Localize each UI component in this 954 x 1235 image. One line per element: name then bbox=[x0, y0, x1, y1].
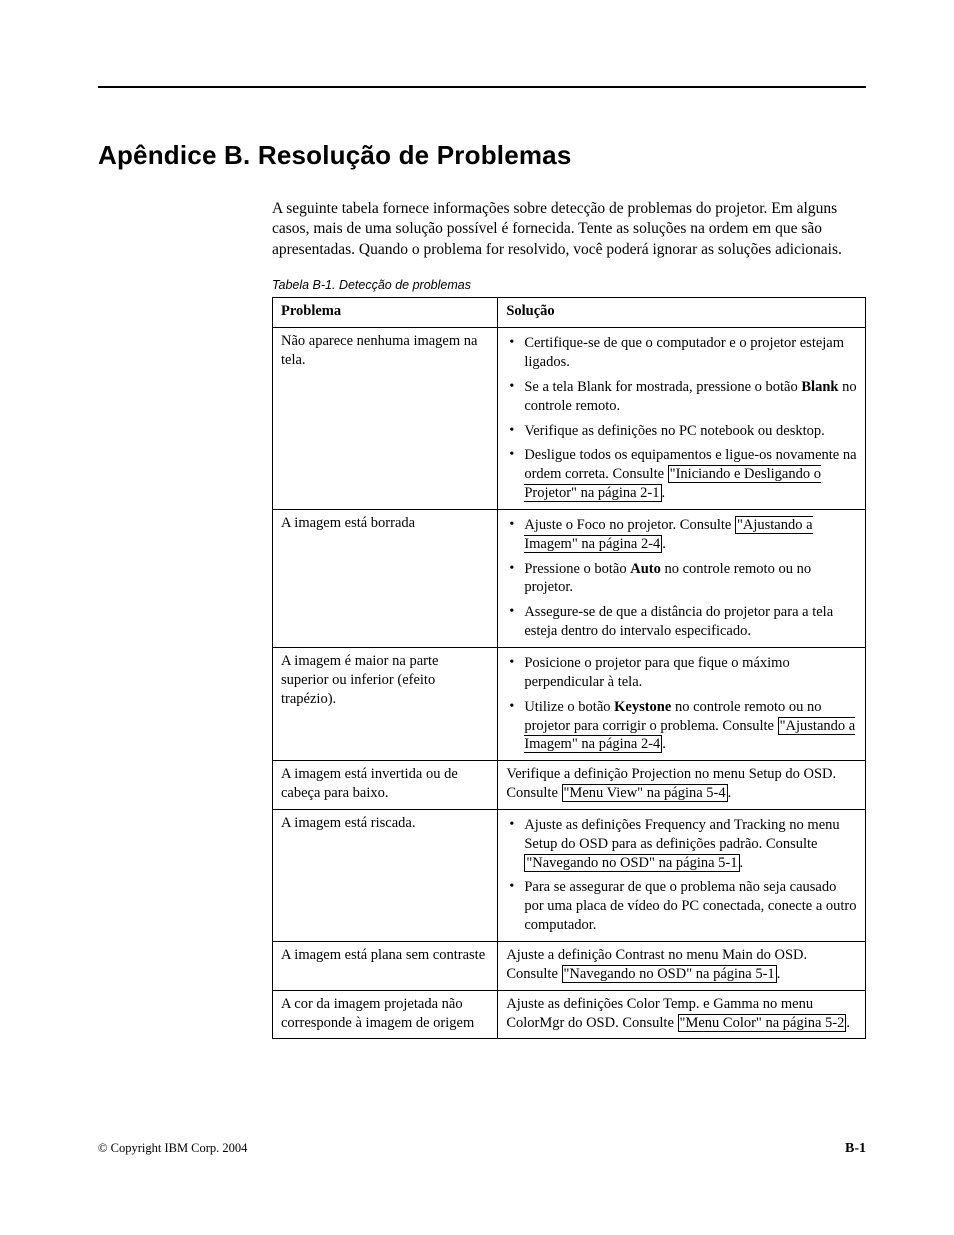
bold-term: Keystone bbox=[614, 699, 671, 715]
table-row: A imagem é maior na parte superior ou in… bbox=[273, 648, 866, 761]
problem-cell: Não aparece nenhuma imagem na tela. bbox=[273, 328, 498, 510]
solution-text: Verifique a definição Projection no menu… bbox=[506, 766, 836, 802]
solution-list: Posicione o projetor para que fique o má… bbox=[506, 654, 857, 754]
xref-link[interactable]: "Navegando no OSD" na página 5-1 bbox=[562, 965, 777, 983]
problem-cell: A imagem está invertida ou de cabeça par… bbox=[273, 761, 498, 810]
page-footer: © Copyright IBM Corp. 2004 B-1 bbox=[98, 1141, 866, 1157]
solution-item: Pressione o botão Auto no controle remot… bbox=[522, 560, 857, 598]
solution-text: Ajuste as definições Color Temp. e Gamma… bbox=[506, 996, 850, 1032]
solution-cell: Verifique a definição Projection no menu… bbox=[498, 761, 866, 810]
table-row: A imagem está riscada. Ajuste as definiçõ… bbox=[273, 809, 866, 941]
troubleshooting-table: Problema Solução Não aparece nenhuma ima… bbox=[272, 297, 866, 1039]
xref-link[interactable]: "Ajustando a Imagem" na página 2-4 bbox=[524, 516, 812, 553]
solution-cell: Ajuste as definições Frequency and Track… bbox=[498, 809, 866, 941]
table-row: A cor da imagem projetada não correspond… bbox=[273, 990, 866, 1039]
problem-cell: A imagem está riscada. bbox=[273, 809, 498, 941]
solution-item: Utilize o botão Keystone no controle rem… bbox=[522, 698, 857, 755]
solution-list: Ajuste as definições Frequency and Track… bbox=[506, 816, 857, 935]
intro-paragraph: A seguinte tabela fornece informações so… bbox=[272, 199, 866, 260]
table-row: A imagem está borrada Ajuste o Foco no pr… bbox=[273, 509, 866, 647]
xref-link[interactable]: "Iniciando e Desligando o Projetor" na p… bbox=[524, 465, 821, 502]
xref-link[interactable]: "Menu View" na página 5-4 bbox=[562, 784, 728, 802]
solution-item: Para se assegurar de que o problema não … bbox=[522, 878, 857, 935]
table-caption: Tabela B-1. Detecção de problemas bbox=[272, 278, 866, 292]
problem-cell: A cor da imagem projetada não correspond… bbox=[273, 990, 498, 1039]
bold-term: Auto bbox=[630, 561, 661, 577]
solution-item: Ajuste as definições Frequency and Track… bbox=[522, 816, 857, 873]
col-header-problem: Problema bbox=[273, 298, 498, 328]
col-header-solution: Solução bbox=[498, 298, 866, 328]
solution-item: Ajuste o Foco no projetor. Consulte "Aju… bbox=[522, 516, 857, 554]
page: Apêndice B. Resolução de Problemas A seg… bbox=[0, 0, 954, 1235]
solution-cell: Ajuste o Foco no projetor. Consulte "Aju… bbox=[498, 509, 866, 647]
xref-link[interactable]: "Menu Color" na página 5-2 bbox=[678, 1014, 847, 1032]
solution-cell: Certifique-se de que o computador e o pr… bbox=[498, 328, 866, 510]
xref-link[interactable]: "Navegando no OSD" na página 5-1 bbox=[524, 854, 739, 872]
solution-cell: Ajuste a definição Contrast no menu Main… bbox=[498, 941, 866, 990]
solution-text: Ajuste a definição Contrast no menu Main… bbox=[506, 947, 807, 983]
solution-item: Se a tela Blank for mostrada, pressione … bbox=[522, 378, 857, 416]
table-row: Não aparece nenhuma imagem na tela. Certi… bbox=[273, 328, 866, 510]
problem-cell: A imagem está plana sem contraste bbox=[273, 941, 498, 990]
xref-link[interactable]: "Ajustando a Imagem" na página 2-4 bbox=[524, 717, 855, 754]
problem-cell: A imagem está borrada bbox=[273, 509, 498, 647]
table-row: A imagem está invertida ou de cabeça par… bbox=[273, 761, 866, 810]
page-number: B-1 bbox=[845, 1141, 866, 1157]
solution-item: Assegure-se de que a distância do projet… bbox=[522, 603, 857, 641]
solution-item: Desligue todos os equipamentos e ligue-o… bbox=[522, 446, 857, 503]
table-row: A imagem está plana sem contrasteAjuste … bbox=[273, 941, 866, 990]
top-rule bbox=[98, 86, 866, 88]
table-header-row: Problema Solução bbox=[273, 298, 866, 328]
solution-cell: Posicione o projetor para que fique o má… bbox=[498, 648, 866, 761]
copyright-text: © Copyright IBM Corp. 2004 bbox=[98, 1141, 247, 1156]
solution-item: Posicione o projetor para que fique o má… bbox=[522, 654, 857, 692]
solution-item: Verifique as definições no PC notebook o… bbox=[522, 422, 857, 441]
bold-term: Blank bbox=[801, 379, 838, 395]
problem-cell: A imagem é maior na parte superior ou in… bbox=[273, 648, 498, 761]
solution-cell: Ajuste as definições Color Temp. e Gamma… bbox=[498, 990, 866, 1039]
solution-list: Certifique-se de que o computador e o pr… bbox=[506, 334, 857, 503]
appendix-heading: Apêndice B. Resolução de Problemas bbox=[98, 140, 866, 171]
table-body: Não aparece nenhuma imagem na tela. Certi… bbox=[273, 328, 866, 1039]
solution-item: Certifique-se de que o computador e o pr… bbox=[522, 334, 857, 372]
solution-list: Ajuste o Foco no projetor. Consulte "Aju… bbox=[506, 516, 857, 641]
